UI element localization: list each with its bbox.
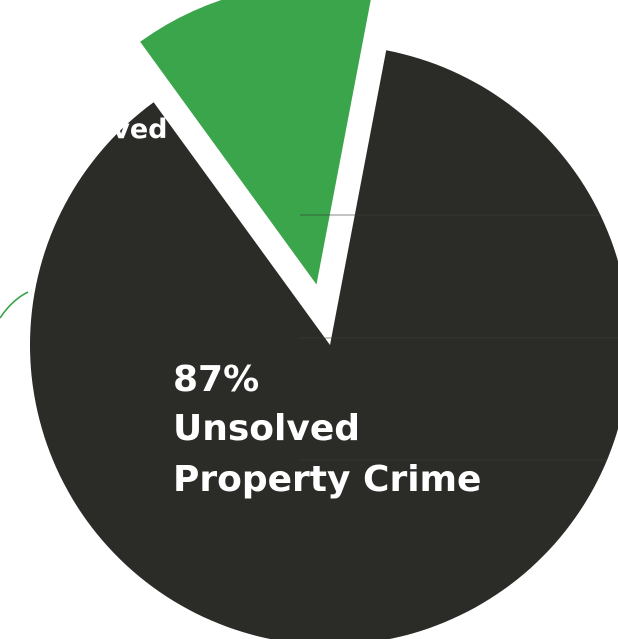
solved-label: 13% Solved: [65, 74, 168, 145]
unsolved-name-line-1: Unsolved: [173, 408, 360, 449]
solved-name: Solved: [65, 114, 168, 145]
unsolved-name-line-2: Property Crime: [173, 459, 481, 500]
decorative-accent-line: [0, 291, 29, 319]
unsolved-percent: 87%: [173, 359, 259, 400]
pie-slice-solved: [140, 0, 371, 285]
solved-percent: 13%: [65, 74, 130, 105]
pie-slice-unsolved: [30, 50, 618, 639]
unsolved-label: 87% Unsolved Property Crime: [173, 359, 481, 500]
print-texture: [300, 214, 618, 461]
